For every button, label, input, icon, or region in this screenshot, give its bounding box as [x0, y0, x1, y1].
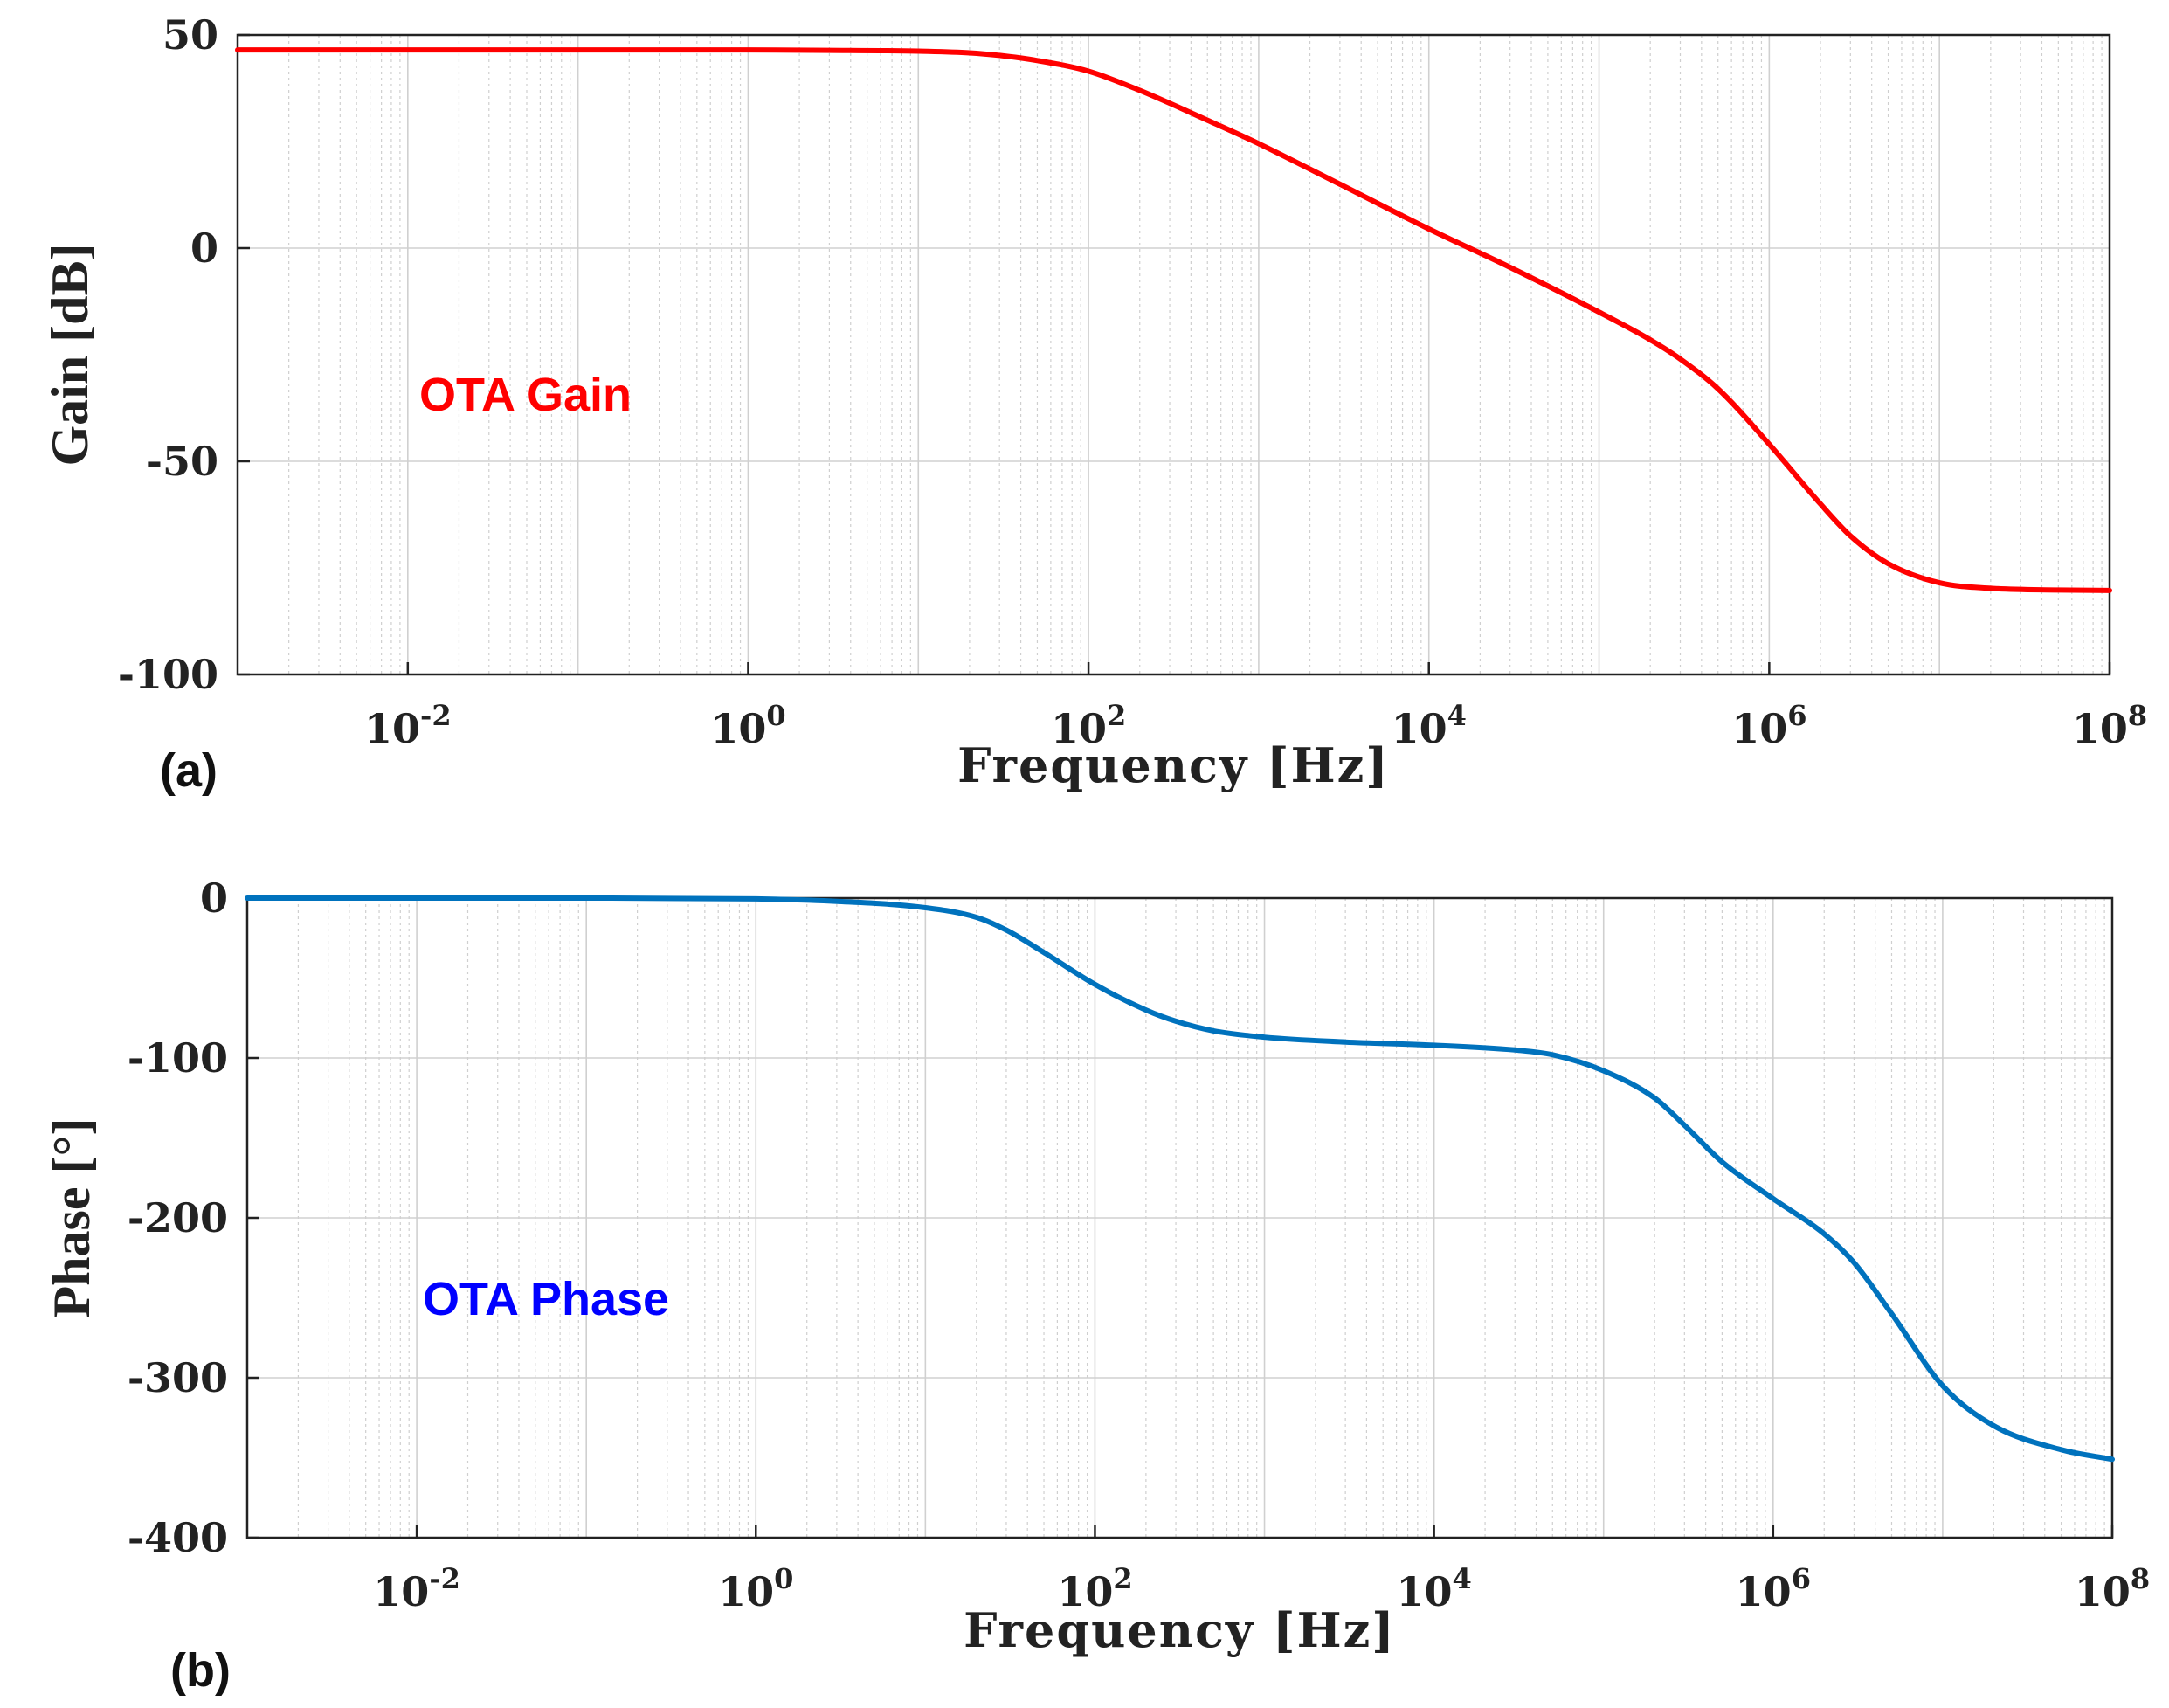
y-tick-label: -100 — [128, 1034, 228, 1082]
panel-label: (a) — [160, 744, 218, 797]
x-tick-label: 102 — [1057, 1562, 1132, 1615]
x-axis-title: Frequency [Hz] — [957, 737, 1390, 793]
x-tick-label: 106 — [1731, 699, 1806, 752]
x-tick-label: 102 — [1051, 699, 1126, 752]
series-annotation: OTA Phase — [423, 1273, 669, 1325]
series-annotation: OTA Gain — [419, 369, 632, 421]
y-tick-label: -100 — [118, 651, 218, 698]
phase-panel: 0 -100 -200 -300 -400 10-2 100 102 104 106 108 Freq… — [43, 875, 2150, 1697]
x-tick-label: 104 — [1392, 699, 1467, 752]
panel-label: (b) — [170, 1644, 231, 1697]
x-tick-label: 10-2 — [373, 1562, 460, 1615]
gain-panel: 50 0 -50 -100 10-2 100 102 104 106 108 Frequency [… — [41, 11, 2147, 797]
grid — [238, 35, 2110, 674]
y-tick-label: -300 — [128, 1354, 228, 1401]
series-line — [245, 895, 2115, 1463]
series-line — [235, 47, 2112, 593]
y-tick-label: -50 — [146, 438, 218, 485]
plot-frame — [236, 33, 2111, 676]
y-axis-title: Gain [dB] — [41, 243, 99, 466]
y-tick-label: -200 — [128, 1194, 228, 1241]
x-tick-label: 108 — [2072, 699, 2147, 752]
x-axis-title: Frequency [Hz] — [964, 1602, 1396, 1658]
x-tick-label: 10-2 — [364, 699, 452, 752]
x-tick-label: 104 — [1396, 1562, 1471, 1615]
y-tick-label: 0 — [200, 875, 228, 922]
y-axis-title: Phase [°] — [43, 1118, 100, 1318]
grid — [247, 898, 2112, 1538]
x-tick-label: 100 — [718, 1562, 793, 1615]
y-tick-label: 0 — [190, 225, 218, 272]
y-tick-label: 50 — [162, 11, 218, 59]
x-tick-label: 100 — [710, 699, 785, 752]
y-tick-label: -400 — [128, 1514, 228, 1561]
x-tick-label: 108 — [2075, 1562, 2150, 1615]
x-tick-label: 106 — [1736, 1562, 1811, 1615]
